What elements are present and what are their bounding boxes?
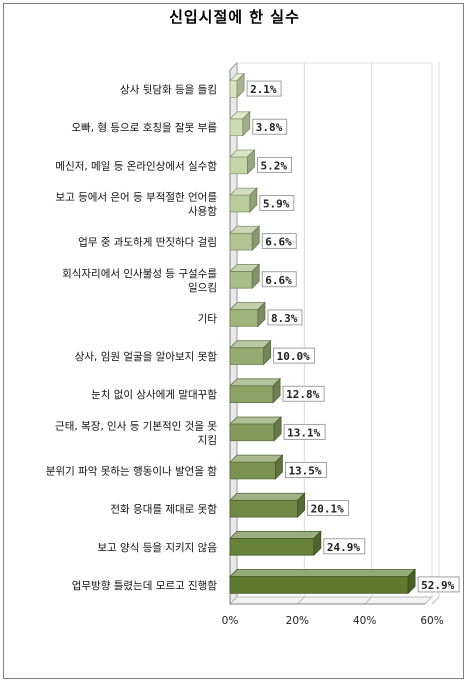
bar [229,80,238,98]
chart-title: 신입시절에 한 실수 [169,8,300,26]
side-wall [229,61,238,606]
bar-side [263,339,272,366]
bar [229,347,265,365]
category-label: 회식자리에서 인사불성 등 구설수를 일으킴 [62,268,217,294]
data-label: 24.9% [327,541,360,554]
data-label: 3.8% [256,121,283,134]
bar-side [313,530,322,557]
data-label-box [283,423,326,440]
data-label: 13.1% [287,426,320,439]
category-label: 보고 양식 등을 지키지 않음 [97,542,217,554]
data-label: 5.9% [263,198,290,211]
data-label-box [261,233,297,250]
category-label: 업무방향 틀렸는데 모르고 진행함 [72,579,218,592]
bar-side [407,568,416,595]
bar [229,232,253,251]
data-label: 20.1% [311,503,344,516]
gridline-floor [364,596,373,605]
bar [229,385,274,404]
data-label-box [261,271,297,288]
gridline-floor [296,596,305,605]
data-label: 10.0% [277,350,310,363]
bar [229,270,253,289]
data-label-box [323,538,366,555]
bar [229,537,315,556]
data-label-box [307,500,350,517]
data-label-box [417,576,460,593]
data-label-box [273,347,316,364]
data-label-box [285,462,327,478]
x-tick-label: 60% [420,615,443,627]
bar-side [251,225,260,251]
data-label-box [282,385,325,402]
bar-side [242,110,251,137]
x-tick-label: 20% [286,615,309,627]
data-label: 6.6% [265,274,292,287]
bar [229,118,244,137]
data-label: 52.9% [421,579,454,592]
bar-top [229,416,283,425]
data-label: 12.8% [286,388,319,401]
bar-side [247,149,255,175]
category-label: 전화 응대를 제대로 못함 [110,504,217,516]
bar-top [229,530,322,539]
category-label: 근태, 복장, 인사 등 기본적인 것을 못 지킴 [55,420,217,446]
category-label: 기타 [198,313,218,325]
category-label: 눈치 없이 상사에게 말대꾸함 [91,388,217,401]
category-label: 보고 등에서 은어 등 부적절한 언어를 사용함 [55,191,217,218]
bar-side [257,301,266,328]
data-label: 13.5% [288,465,321,478]
bar-side [275,454,283,480]
bar [229,194,251,213]
bar-side [297,492,306,518]
gridline-floor [431,596,440,605]
data-label-box [246,80,282,97]
bar-top [229,492,306,501]
data-label: 6.6% [265,236,292,249]
data-label-box [252,118,288,135]
bar-side [272,377,281,404]
bar-side [249,187,258,213]
category-label: 업무 중 과도하게 딴짓하다 걸림 [78,236,217,249]
bar [229,499,299,518]
category-label: 상사 뒷담화 등을 들킴 [120,83,217,96]
bar-top [229,378,282,387]
data-label: 8.3% [271,312,298,325]
data-label-box [257,156,292,173]
data-label: 5.2% [261,159,288,172]
bar-top [229,454,284,463]
gridline-floor [229,596,238,605]
bar [229,423,275,442]
bar-side [236,72,245,99]
bar [229,309,259,327]
bar [229,461,276,480]
x-tick-label: 0% [222,615,239,627]
bar-side [251,263,260,290]
category-label: 오빠, 형 등으로 호칭을 잘못 부름 [71,122,217,134]
category-label: 메신저, 메일 등 온라인상에서 실수함 [55,159,217,172]
data-label-box [259,195,295,211]
bar [229,576,409,594]
bar-top [229,569,417,577]
category-label: 분위기 파악 못하는 행동이나 발언을 함 [46,465,218,478]
bar-side [273,416,282,442]
data-label-box [267,309,303,326]
category-label: 상사, 임원 얼굴을 알아보지 못함 [75,350,218,363]
data-label: 2.1% [250,83,277,96]
floor [228,596,434,605]
bar [229,156,248,175]
x-tick-label: 40% [353,615,376,627]
